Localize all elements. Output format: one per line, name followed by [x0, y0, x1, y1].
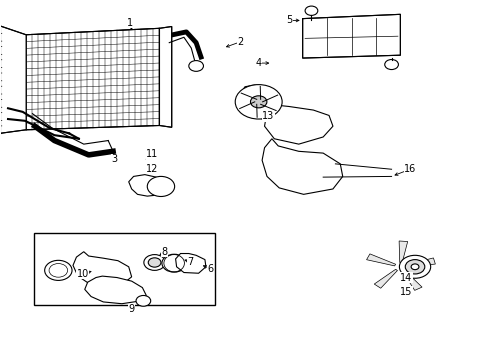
Text: 7: 7: [187, 257, 194, 267]
Circle shape: [136, 296, 151, 306]
Polygon shape: [406, 258, 435, 267]
Circle shape: [405, 260, 425, 274]
Circle shape: [235, 85, 282, 119]
Circle shape: [305, 6, 318, 15]
Polygon shape: [367, 254, 395, 266]
Polygon shape: [399, 241, 408, 263]
Circle shape: [147, 176, 174, 197]
Text: 14: 14: [400, 273, 413, 283]
Polygon shape: [175, 253, 206, 273]
Bar: [34, 233, 215, 305]
Text: 16: 16: [404, 164, 416, 174]
Text: 6: 6: [208, 264, 214, 274]
Circle shape: [250, 96, 267, 108]
Text: 5: 5: [286, 15, 292, 26]
Circle shape: [411, 264, 419, 270]
Text: 12: 12: [146, 163, 158, 174]
Circle shape: [144, 255, 165, 270]
Polygon shape: [26, 28, 159, 130]
Polygon shape: [402, 270, 422, 291]
Text: 11: 11: [146, 149, 158, 159]
Polygon shape: [129, 175, 164, 196]
Text: 10: 10: [76, 269, 89, 279]
Text: 1: 1: [127, 18, 133, 28]
Polygon shape: [374, 269, 397, 288]
Polygon shape: [265, 105, 333, 144]
Polygon shape: [85, 276, 147, 304]
Circle shape: [49, 264, 68, 277]
Circle shape: [148, 258, 161, 267]
Text: 3: 3: [111, 154, 117, 164]
Circle shape: [45, 260, 72, 280]
Text: 9: 9: [128, 304, 135, 314]
Polygon shape: [303, 14, 400, 58]
Polygon shape: [73, 252, 132, 286]
Circle shape: [399, 255, 431, 278]
Text: 15: 15: [400, 287, 413, 297]
Text: 2: 2: [237, 37, 243, 47]
Polygon shape: [0, 26, 26, 134]
Polygon shape: [262, 139, 343, 194]
Circle shape: [385, 59, 398, 69]
Circle shape: [189, 60, 203, 71]
Polygon shape: [240, 85, 279, 116]
Polygon shape: [159, 27, 171, 127]
Text: 13: 13: [262, 111, 274, 121]
Circle shape: [162, 254, 186, 272]
Text: 8: 8: [161, 247, 168, 257]
Text: 4: 4: [256, 58, 262, 68]
